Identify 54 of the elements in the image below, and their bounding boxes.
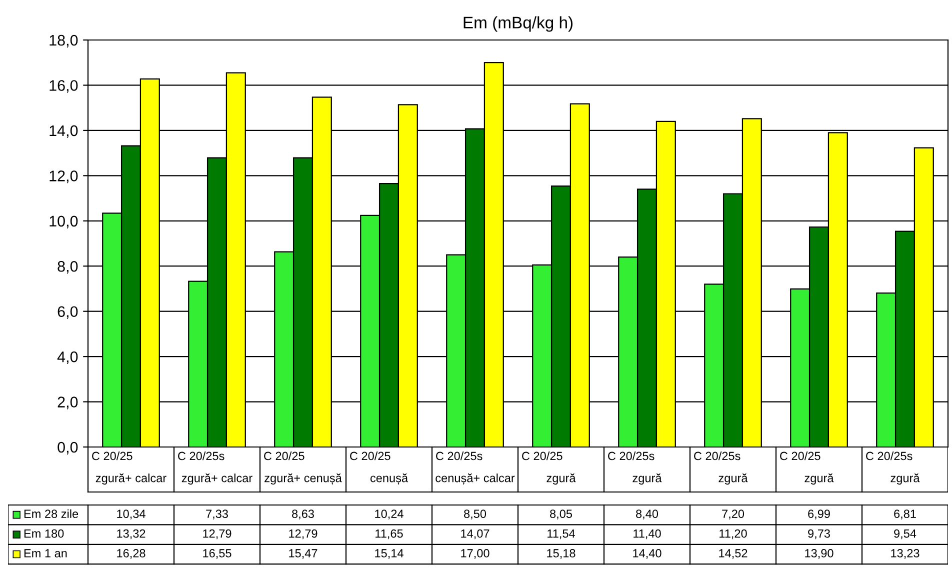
data-label: 9,54 bbox=[894, 529, 916, 540]
data-label: 16,28 bbox=[117, 549, 146, 559]
data-label: 11,40 bbox=[634, 529, 661, 540]
y-tick-label: 12,0 bbox=[50, 170, 78, 184]
data-label: 8,05 bbox=[550, 510, 572, 520]
data-label: 11,20 bbox=[720, 529, 747, 540]
data-label: 15,18 bbox=[547, 549, 576, 559]
data-label: 11,54 bbox=[548, 529, 575, 540]
x-tick-label: C 20/25s cenușă+ calcar bbox=[436, 451, 515, 485]
data-label: 14,07 bbox=[461, 529, 490, 540]
data-label: 13,23 bbox=[891, 549, 920, 559]
data-label: 15,14 bbox=[375, 549, 404, 559]
y-tick-label: 16,0 bbox=[50, 80, 78, 93]
legend-label: Em 1 an bbox=[24, 549, 67, 558]
data-label: 13,32 bbox=[117, 529, 146, 540]
x-tick-label: C 20/25s zgură bbox=[694, 451, 748, 485]
y-tick-label: 18,0 bbox=[50, 34, 78, 48]
y-tick-label: 6,0 bbox=[58, 306, 78, 319]
data-label: 8,40 bbox=[636, 510, 658, 520]
data-label: 6,99 bbox=[808, 510, 830, 520]
y-tick-label: 10,0 bbox=[50, 216, 78, 228]
y-tick-label: 4,0 bbox=[57, 351, 78, 364]
data-label: 13,90 bbox=[805, 549, 834, 559]
data-label: 17,00 bbox=[461, 549, 490, 559]
x-tick-label: C 20/25 zgură+ cenușă bbox=[264, 451, 342, 485]
data-label: 10,24 bbox=[375, 510, 404, 520]
legend-label: Em 28 zile bbox=[24, 509, 78, 518]
data-label: 16,55 bbox=[203, 549, 232, 559]
data-label: 10,34 bbox=[117, 510, 146, 520]
x-tick-label: C 20/25s zgură bbox=[608, 451, 662, 485]
chart-title: Em (mBq/kg h) bbox=[464, 16, 573, 32]
data-label: 12,79 bbox=[203, 529, 232, 540]
x-tick-label: C 20/25s zgură+ calcar bbox=[178, 451, 252, 485]
x-tick-label: C 20/25 zgură+ calcar bbox=[92, 451, 166, 485]
data-label: 15,47 bbox=[289, 549, 318, 559]
data-label: 9,73 bbox=[808, 529, 830, 540]
x-tick-label: C 20/25s zgură bbox=[866, 451, 920, 485]
data-label: 8,50 bbox=[464, 510, 486, 520]
data-label: 6,81 bbox=[894, 510, 916, 520]
x-tick-label: C 20/25 cenușă bbox=[350, 451, 408, 485]
y-tick-label: 2,0 bbox=[58, 396, 78, 410]
data-label: 11,65 bbox=[376, 529, 403, 540]
data-label: 12,79 bbox=[289, 529, 318, 540]
legend-label: Em 180 bbox=[24, 529, 64, 538]
data-label: 14,52 bbox=[719, 549, 748, 559]
y-tick-label: 0,0 bbox=[58, 442, 78, 454]
y-tick-label: 14,0 bbox=[50, 125, 78, 138]
y-tick-label: 8,0 bbox=[58, 260, 78, 274]
data-label: 7,33 bbox=[206, 510, 228, 520]
x-tick-label: C 20/25 zgură bbox=[522, 451, 576, 485]
data-label: 7,20 bbox=[722, 510, 744, 520]
data-label: 14,40 bbox=[633, 549, 662, 559]
data-label: 8,63 bbox=[292, 510, 314, 520]
x-tick-label: C 20/25 zgură bbox=[780, 451, 834, 485]
